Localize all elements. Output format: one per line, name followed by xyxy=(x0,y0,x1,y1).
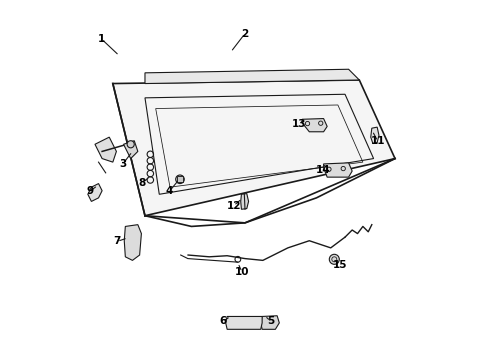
Text: 13: 13 xyxy=(292,118,307,129)
Text: 7: 7 xyxy=(113,237,121,247)
Polygon shape xyxy=(371,127,379,144)
Polygon shape xyxy=(123,141,138,158)
Text: 12: 12 xyxy=(226,201,241,211)
Polygon shape xyxy=(302,118,327,132)
Text: 5: 5 xyxy=(267,316,274,326)
Polygon shape xyxy=(323,163,352,177)
Text: 14: 14 xyxy=(316,165,330,175)
Text: 11: 11 xyxy=(370,136,385,147)
Text: 15: 15 xyxy=(332,260,347,270)
Text: 2: 2 xyxy=(242,28,248,39)
Text: 6: 6 xyxy=(219,316,226,326)
Polygon shape xyxy=(177,176,183,182)
Text: 8: 8 xyxy=(139,178,146,188)
Polygon shape xyxy=(261,316,279,329)
Text: 9: 9 xyxy=(86,186,93,197)
Text: 10: 10 xyxy=(235,267,249,277)
Text: 4: 4 xyxy=(166,186,173,197)
Text: 3: 3 xyxy=(119,159,126,169)
Text: 1: 1 xyxy=(98,34,105,44)
Polygon shape xyxy=(241,194,248,209)
Polygon shape xyxy=(113,80,395,216)
Polygon shape xyxy=(124,225,142,260)
Polygon shape xyxy=(145,69,359,84)
Circle shape xyxy=(329,254,339,264)
Polygon shape xyxy=(226,316,262,329)
Circle shape xyxy=(127,141,134,148)
Polygon shape xyxy=(95,137,117,162)
Polygon shape xyxy=(88,184,102,202)
Circle shape xyxy=(176,175,184,184)
